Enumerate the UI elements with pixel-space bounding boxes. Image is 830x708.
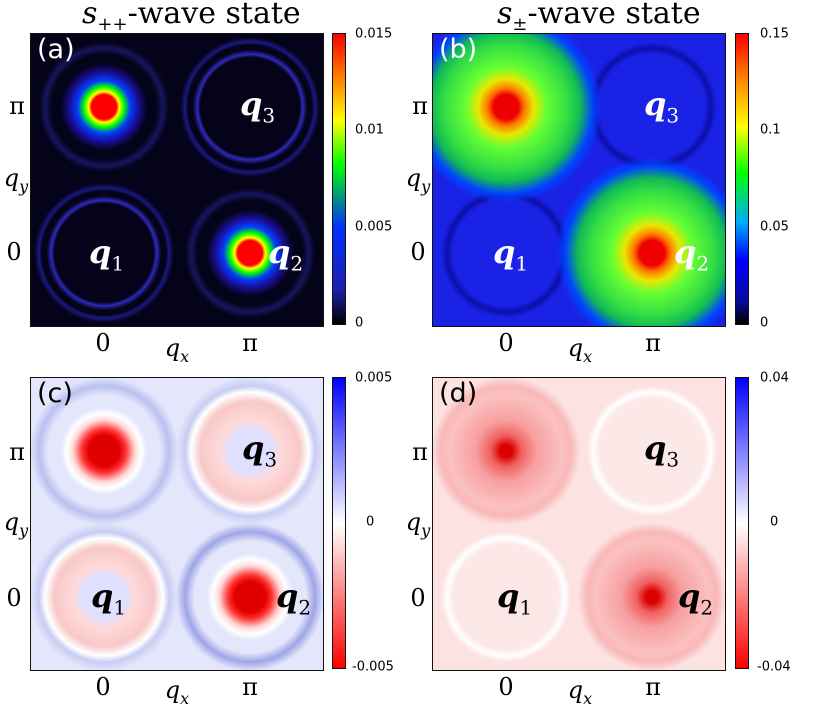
q1-label-b: q1 bbox=[493, 233, 529, 276]
ytick-0-b: 0 bbox=[410, 238, 426, 266]
colorbar-d-tick-1: 0 bbox=[770, 514, 779, 530]
q3-label-d: q3 bbox=[644, 429, 680, 472]
panel-letter-b: (b) bbox=[439, 34, 478, 65]
panel-letter-a: (a) bbox=[37, 34, 75, 65]
title-b: s±-wave state bbox=[497, 0, 701, 35]
xtick-pi-c: π bbox=[242, 673, 258, 701]
ylabel-d: qy bbox=[405, 508, 431, 540]
xtick-0-b: 0 bbox=[498, 329, 514, 357]
ylabel-c: qy bbox=[3, 508, 29, 540]
ytick-pi-a: π bbox=[9, 92, 25, 120]
panel-letter-c: (c) bbox=[37, 378, 73, 409]
panel-letter-d: (d) bbox=[439, 378, 478, 409]
ytick-0-d: 0 bbox=[410, 584, 426, 612]
xlabel-c: qx bbox=[164, 676, 190, 708]
colorbar-d bbox=[735, 377, 749, 669]
ytick-pi-c: π bbox=[9, 438, 25, 466]
colorbar-d-tick-2: -0.04 bbox=[757, 659, 791, 675]
ytick-0-c: 0 bbox=[6, 584, 22, 612]
xtick-pi-b: π bbox=[645, 329, 661, 357]
xlabel-b: qx bbox=[567, 334, 593, 366]
ytick-pi-d: π bbox=[412, 438, 428, 466]
colorbar-a bbox=[332, 33, 346, 325]
colorbar-a-tick-1: 0.01 bbox=[355, 122, 384, 138]
ytick-pi-b: π bbox=[412, 92, 428, 120]
xlabel-d: qx bbox=[567, 676, 593, 708]
q2-label-c: q2 bbox=[276, 577, 312, 620]
colorbar-a-tick-2: 0.005 bbox=[355, 219, 393, 235]
colorbar-a-tick-3: 0 bbox=[355, 315, 364, 331]
colorbar-c-tick-0: 0.005 bbox=[355, 370, 393, 386]
q1-label-d: q1 bbox=[497, 577, 533, 620]
xtick-0-d: 0 bbox=[498, 673, 514, 701]
q2-label-a: q2 bbox=[268, 233, 304, 276]
xtick-0-a: 0 bbox=[95, 329, 111, 357]
ytick-0-a: 0 bbox=[6, 238, 22, 266]
colorbar-b bbox=[735, 33, 749, 325]
q2-label-d: q2 bbox=[678, 577, 714, 620]
xtick-pi-d: π bbox=[645, 673, 661, 701]
title-a: s++-wave state bbox=[82, 0, 301, 35]
colorbar-b-tick-0: 0.15 bbox=[760, 26, 789, 42]
colorbar-b-tick-2: 0.05 bbox=[760, 219, 789, 235]
ylabel-a: qy bbox=[3, 164, 29, 196]
q1-label-a: q1 bbox=[89, 233, 125, 276]
colorbar-b-tick-3: 0 bbox=[760, 315, 769, 331]
colorbar-a-tick-0: 0.015 bbox=[355, 26, 393, 42]
ylabel-b: qy bbox=[405, 164, 431, 196]
heatmap-d: (d) q3 q1 q2 bbox=[432, 377, 726, 671]
heatmap-b: (b) q3 q1 q2 bbox=[432, 33, 726, 327]
colorbar-b-tick-1: 0.1 bbox=[760, 122, 781, 138]
q2-label-b: q2 bbox=[674, 233, 710, 276]
colorbar-d-tick-0: 0.04 bbox=[760, 370, 789, 386]
xtick-pi-a: π bbox=[242, 329, 258, 357]
xlabel-a: qx bbox=[164, 334, 190, 366]
xtick-0-c: 0 bbox=[95, 673, 111, 701]
heatmap-a: (a) q3 q1 q2 bbox=[30, 33, 324, 327]
colorbar-c-tick-1: 0 bbox=[366, 514, 375, 530]
q3-label-a: q3 bbox=[240, 85, 276, 128]
colorbar-c-tick-2: -0.005 bbox=[352, 659, 394, 675]
heatmap-c: (c) q3 q1 q2 bbox=[30, 377, 324, 671]
q3-label-c: q3 bbox=[242, 429, 278, 472]
q1-label-c: q1 bbox=[91, 577, 127, 620]
colorbar-c bbox=[332, 377, 346, 669]
q3-label-b: q3 bbox=[644, 85, 680, 128]
